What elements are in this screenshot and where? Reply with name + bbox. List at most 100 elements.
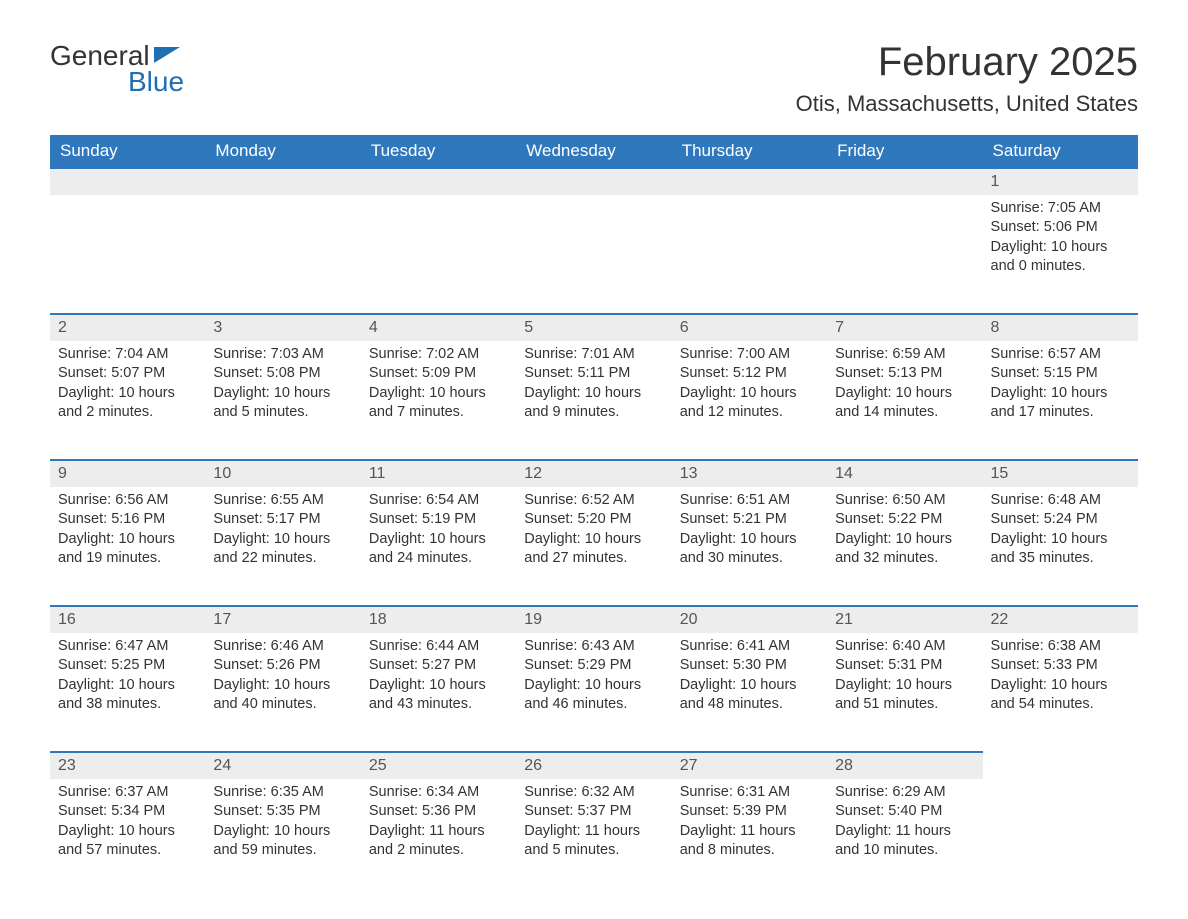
day-number: 11 [361,459,516,487]
day-body: Sunrise: 6:46 AMSunset: 5:26 PMDaylight:… [205,633,360,723]
calendar-day-cell: 4Sunrise: 7:02 AMSunset: 5:09 PMDaylight… [361,313,516,441]
weekday-header: Wednesday [516,135,671,167]
calendar-day-cell: 24Sunrise: 6:35 AMSunset: 5:35 PMDayligh… [205,751,360,879]
day-number: 17 [205,605,360,633]
calendar-day-cell: 21Sunrise: 6:40 AMSunset: 5:31 PMDayligh… [827,605,982,733]
sunset-text: Sunset: 5:27 PM [369,656,508,676]
day-body: Sunrise: 6:50 AMSunset: 5:22 PMDaylight:… [827,487,982,577]
sunset-text: Sunset: 5:19 PM [369,510,508,530]
day-number: 15 [983,459,1138,487]
calendar-day-cell: 11Sunrise: 6:54 AMSunset: 5:19 PMDayligh… [361,459,516,587]
day-body: Sunrise: 6:48 AMSunset: 5:24 PMDaylight:… [983,487,1138,577]
calendar-day-cell: 22Sunrise: 6:38 AMSunset: 5:33 PMDayligh… [983,605,1138,733]
weekday-header: Friday [827,135,982,167]
calendar-week-row: 16Sunrise: 6:47 AMSunset: 5:25 PMDayligh… [50,605,1138,733]
week-spacer [50,295,1138,313]
daylight-text: Daylight: 10 hours and 5 minutes. [213,384,352,423]
daylight-text: Daylight: 10 hours and 59 minutes. [213,822,352,861]
sunset-text: Sunset: 5:07 PM [58,364,197,384]
calendar-day-cell: 8Sunrise: 6:57 AMSunset: 5:15 PMDaylight… [983,313,1138,441]
day-number: 8 [983,313,1138,341]
daylight-text: Daylight: 10 hours and 0 minutes. [991,238,1130,277]
location: Otis, Massachusetts, United States [796,91,1138,117]
sunrise-text: Sunrise: 6:32 AM [524,783,663,803]
day-number [983,751,1138,777]
day-body: Sunrise: 6:59 AMSunset: 5:13 PMDaylight:… [827,341,982,431]
day-body: Sunrise: 6:38 AMSunset: 5:33 PMDaylight:… [983,633,1138,723]
calendar-day-cell: 15Sunrise: 6:48 AMSunset: 5:24 PMDayligh… [983,459,1138,587]
daylight-text: Daylight: 11 hours and 10 minutes. [835,822,974,861]
day-number: 28 [827,751,982,779]
day-number: 18 [361,605,516,633]
daylight-text: Daylight: 10 hours and 9 minutes. [524,384,663,423]
calendar-week-row: 9Sunrise: 6:56 AMSunset: 5:16 PMDaylight… [50,459,1138,587]
sunrise-text: Sunrise: 6:52 AM [524,491,663,511]
sunrise-text: Sunrise: 6:57 AM [991,345,1130,365]
day-body: Sunrise: 6:55 AMSunset: 5:17 PMDaylight:… [205,487,360,577]
day-number: 3 [205,313,360,341]
day-number [672,167,827,195]
sunset-text: Sunset: 5:12 PM [680,364,819,384]
daylight-text: Daylight: 10 hours and 40 minutes. [213,676,352,715]
daylight-text: Daylight: 10 hours and 24 minutes. [369,530,508,569]
calendar-day-cell [205,167,360,295]
sunset-text: Sunset: 5:06 PM [991,218,1130,238]
day-body: Sunrise: 6:56 AMSunset: 5:16 PMDaylight:… [50,487,205,577]
logo: General Blue [50,40,184,98]
calendar-day-cell: 28Sunrise: 6:29 AMSunset: 5:40 PMDayligh… [827,751,982,879]
daylight-text: Daylight: 10 hours and 57 minutes. [58,822,197,861]
sunrise-text: Sunrise: 6:48 AM [991,491,1130,511]
sunrise-text: Sunrise: 6:50 AM [835,491,974,511]
sunrise-text: Sunrise: 6:55 AM [213,491,352,511]
calendar-day-cell: 3Sunrise: 7:03 AMSunset: 5:08 PMDaylight… [205,313,360,441]
day-body: Sunrise: 6:54 AMSunset: 5:19 PMDaylight:… [361,487,516,577]
sunrise-text: Sunrise: 7:02 AM [369,345,508,365]
day-number: 1 [983,167,1138,195]
day-number: 7 [827,313,982,341]
day-body: Sunrise: 6:37 AMSunset: 5:34 PMDaylight:… [50,779,205,869]
daylight-text: Daylight: 10 hours and 19 minutes. [58,530,197,569]
sunset-text: Sunset: 5:34 PM [58,802,197,822]
title-block: February 2025 Otis, Massachusetts, Unite… [796,40,1138,117]
sunrise-text: Sunrise: 6:56 AM [58,491,197,511]
calendar-day-cell: 25Sunrise: 6:34 AMSunset: 5:36 PMDayligh… [361,751,516,879]
daylight-text: Daylight: 11 hours and 5 minutes. [524,822,663,861]
calendar-day-cell: 20Sunrise: 6:41 AMSunset: 5:30 PMDayligh… [672,605,827,733]
sunset-text: Sunset: 5:35 PM [213,802,352,822]
calendar-day-cell: 9Sunrise: 6:56 AMSunset: 5:16 PMDaylight… [50,459,205,587]
day-body: Sunrise: 6:31 AMSunset: 5:39 PMDaylight:… [672,779,827,869]
day-number: 16 [50,605,205,633]
daylight-text: Daylight: 10 hours and 12 minutes. [680,384,819,423]
calendar-day-cell [516,167,671,295]
calendar-week-row: 2Sunrise: 7:04 AMSunset: 5:07 PMDaylight… [50,313,1138,441]
day-body: Sunrise: 6:41 AMSunset: 5:30 PMDaylight:… [672,633,827,723]
calendar-week-row: 1Sunrise: 7:05 AMSunset: 5:06 PMDaylight… [50,167,1138,295]
day-number: 21 [827,605,982,633]
sunrise-text: Sunrise: 6:44 AM [369,637,508,657]
logo-word-2: Blue [128,66,184,98]
weekday-header: Saturday [983,135,1138,167]
sunset-text: Sunset: 5:22 PM [835,510,974,530]
day-body: Sunrise: 7:03 AMSunset: 5:08 PMDaylight:… [205,341,360,431]
calendar-day-cell: 10Sunrise: 6:55 AMSunset: 5:17 PMDayligh… [205,459,360,587]
day-number: 10 [205,459,360,487]
sunrise-text: Sunrise: 7:03 AM [213,345,352,365]
day-number [516,167,671,195]
sunset-text: Sunset: 5:36 PM [369,802,508,822]
daylight-text: Daylight: 10 hours and 35 minutes. [991,530,1130,569]
sunrise-text: Sunrise: 6:51 AM [680,491,819,511]
daylight-text: Daylight: 10 hours and 30 minutes. [680,530,819,569]
day-body: Sunrise: 6:52 AMSunset: 5:20 PMDaylight:… [516,487,671,577]
sunset-text: Sunset: 5:29 PM [524,656,663,676]
calendar-week-row: 23Sunrise: 6:37 AMSunset: 5:34 PMDayligh… [50,751,1138,879]
sunrise-text: Sunrise: 6:31 AM [680,783,819,803]
sunrise-text: Sunrise: 7:04 AM [58,345,197,365]
day-number: 6 [672,313,827,341]
day-number: 24 [205,751,360,779]
calendar-table: Sunday Monday Tuesday Wednesday Thursday… [50,135,1138,879]
daylight-text: Daylight: 10 hours and 54 minutes. [991,676,1130,715]
sunset-text: Sunset: 5:24 PM [991,510,1130,530]
sunset-text: Sunset: 5:16 PM [58,510,197,530]
daylight-text: Daylight: 10 hours and 2 minutes. [58,384,197,423]
sunset-text: Sunset: 5:21 PM [680,510,819,530]
